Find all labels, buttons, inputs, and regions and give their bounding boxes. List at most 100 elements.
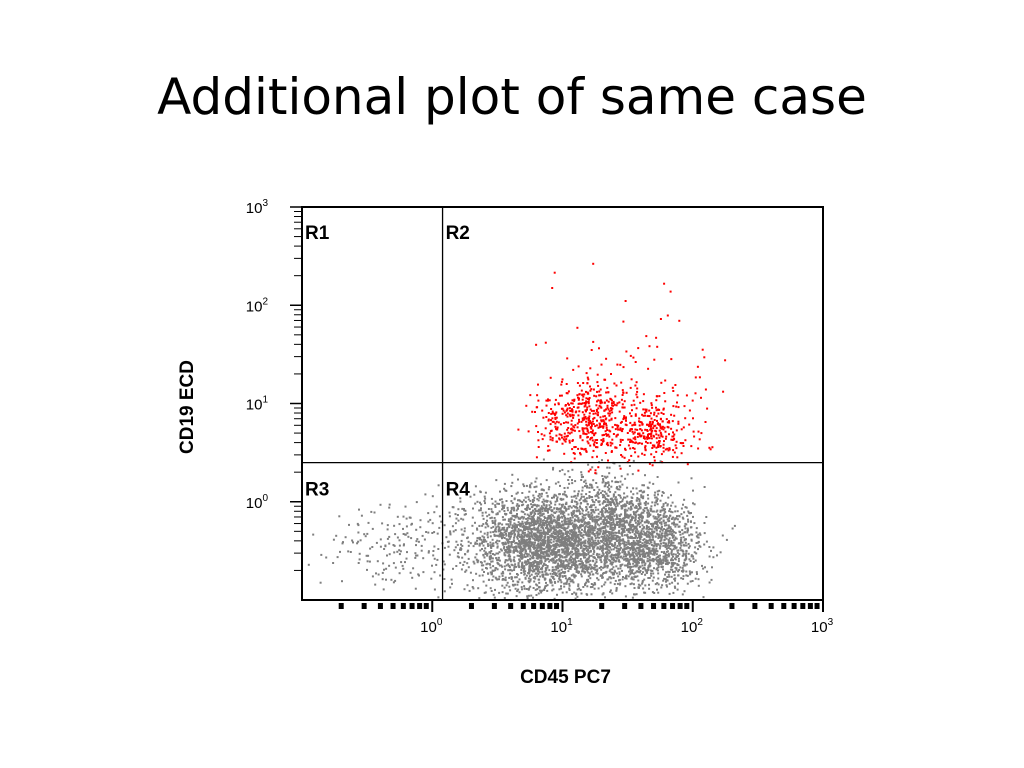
data-point <box>627 530 630 533</box>
data-point <box>645 500 647 503</box>
data-point <box>570 402 573 405</box>
data-point <box>610 554 613 557</box>
data-point <box>523 553 526 556</box>
data-point <box>630 577 633 580</box>
data-point <box>646 539 649 542</box>
data-point <box>641 555 644 558</box>
data-point <box>692 489 694 492</box>
data-point <box>555 568 558 571</box>
data-point <box>575 593 578 596</box>
data-point <box>615 589 618 592</box>
data-point <box>586 406 589 409</box>
data-point <box>525 542 527 545</box>
data-point <box>520 552 523 555</box>
data-point <box>624 558 626 561</box>
data-point <box>598 527 601 530</box>
data-point <box>474 502 477 505</box>
data-point <box>618 541 621 544</box>
data-point <box>546 566 549 569</box>
data-point <box>612 501 615 504</box>
data-point <box>371 575 374 578</box>
data-point <box>652 510 655 513</box>
data-point <box>670 562 673 564</box>
data-point <box>533 503 536 506</box>
data-point <box>701 564 703 567</box>
data-point <box>532 569 535 571</box>
data-point <box>406 551 408 554</box>
data-point <box>578 519 581 522</box>
data-point <box>680 544 683 547</box>
data-point <box>625 541 628 544</box>
data-point <box>491 538 494 541</box>
data-point <box>598 503 601 506</box>
data-point <box>573 500 576 503</box>
data-point <box>650 528 653 531</box>
data-point <box>553 516 556 519</box>
data-point <box>510 485 513 488</box>
data-point <box>586 523 589 526</box>
data-point <box>517 499 519 502</box>
data-point <box>494 500 497 503</box>
data-point <box>703 486 706 488</box>
data-point <box>583 529 586 532</box>
data-point <box>642 491 645 494</box>
data-point <box>497 552 500 555</box>
data-point <box>634 518 637 521</box>
data-point <box>587 463 590 466</box>
data-point <box>546 553 549 556</box>
data-point <box>553 526 555 529</box>
data-point <box>670 553 673 556</box>
data-point <box>664 573 666 576</box>
data-point <box>650 559 653 562</box>
data-point <box>632 537 635 540</box>
data-point <box>575 519 578 522</box>
data-point <box>555 543 558 545</box>
data-point <box>604 511 607 514</box>
data-point <box>542 498 545 501</box>
data-point <box>514 583 516 586</box>
data-point <box>561 516 564 519</box>
data-point <box>508 546 511 548</box>
data-point <box>664 532 667 535</box>
data-point <box>619 582 622 585</box>
data-point <box>569 517 572 519</box>
data-point <box>586 578 589 581</box>
data-point <box>583 448 586 451</box>
data-point <box>568 482 571 485</box>
data-point <box>612 548 615 551</box>
data-point <box>599 545 602 548</box>
data-point <box>603 506 606 509</box>
data-point <box>648 564 651 566</box>
data-point <box>609 510 612 513</box>
data-point <box>650 574 653 577</box>
data-point <box>629 555 632 558</box>
data-point <box>591 538 594 541</box>
data-point <box>629 520 632 523</box>
data-point <box>658 562 661 565</box>
data-point <box>575 497 578 500</box>
data-point <box>563 515 566 518</box>
data-point <box>498 527 501 530</box>
data-point <box>533 564 536 567</box>
data-point <box>541 566 544 569</box>
data-point <box>547 488 550 491</box>
data-point <box>629 573 632 576</box>
data-point <box>619 486 622 489</box>
data-point <box>628 503 631 505</box>
data-point <box>654 583 657 586</box>
data-point <box>520 586 523 589</box>
data-point <box>520 538 523 541</box>
data-point <box>559 578 561 581</box>
data-point <box>596 519 599 522</box>
data-point <box>569 567 572 570</box>
data-point <box>456 555 459 558</box>
data-point <box>612 557 615 560</box>
data-point <box>562 513 565 515</box>
data-point <box>605 531 608 534</box>
data-point <box>374 583 377 586</box>
data-point <box>614 491 617 494</box>
data-point <box>576 553 579 556</box>
data-point <box>496 568 499 571</box>
data-point <box>615 498 618 501</box>
data-point <box>423 538 426 541</box>
